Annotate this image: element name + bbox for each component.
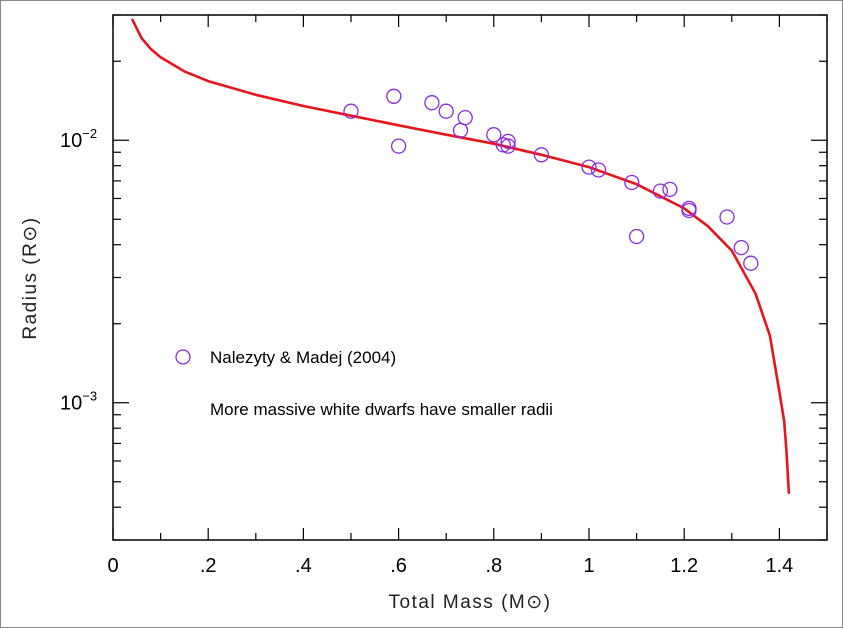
axis-ticks	[112, 14, 828, 541]
y-tick-exponent: −2	[82, 126, 97, 141]
data-point	[681, 200, 697, 217]
data-point	[438, 103, 454, 119]
y-tick-exponent: −3	[82, 389, 97, 404]
data-point	[733, 239, 749, 256]
x-axis-title: Total Mass (M⊙)	[389, 592, 552, 613]
data-point	[500, 138, 516, 154]
x-tick-label: 1.2	[670, 555, 698, 577]
data-point	[662, 181, 678, 198]
data-point	[533, 147, 550, 163]
data-point	[452, 122, 469, 139]
data-point	[624, 174, 640, 191]
plot-area	[112, 14, 828, 541]
x-tick-label: 1	[583, 555, 594, 577]
data-point	[486, 127, 502, 143]
y-tick-label: 10−2	[60, 126, 97, 152]
x-tick-label: .6	[390, 555, 407, 577]
data-point	[424, 95, 440, 111]
x-tick-label: 0	[107, 555, 118, 577]
data-point	[500, 133, 516, 150]
data-point	[457, 109, 473, 126]
x-tick-label: .2	[200, 555, 217, 577]
data-point	[628, 228, 645, 245]
data-point	[743, 255, 759, 271]
legend-label: Nalezyty & Madej (2004)	[210, 348, 396, 367]
data-point	[719, 209, 735, 225]
legend-marker	[175, 349, 191, 365]
axis-labels: 0.2.4.6.8 1 1.2 1.410−210−3	[60, 126, 793, 577]
data-point	[390, 138, 407, 154]
theory-curve	[130, 18, 791, 494]
points-layer	[343, 88, 759, 271]
data-point	[386, 88, 402, 104]
x-tick-label: .8	[485, 555, 502, 577]
y-axis-title: Radius (R⊙)	[20, 216, 41, 339]
data-point	[581, 159, 597, 175]
data-point	[343, 103, 359, 119]
data-point	[590, 162, 607, 178]
curve-layer	[130, 18, 791, 494]
annotation-text: More massive white dwarfs have smaller r…	[210, 400, 553, 419]
y-tick-label: 10−3	[60, 389, 97, 415]
x-tick-label: .4	[295, 555, 312, 577]
data-point	[652, 183, 669, 199]
y-tick-base: 10	[60, 393, 82, 415]
x-tick-label: 1.4	[765, 555, 793, 577]
y-tick-base: 10	[60, 130, 82, 152]
